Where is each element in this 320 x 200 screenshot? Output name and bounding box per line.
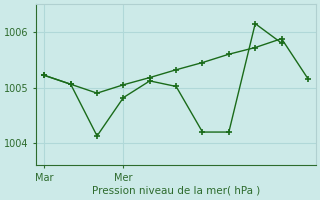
X-axis label: Pression niveau de la mer( hPa ): Pression niveau de la mer( hPa ) xyxy=(92,186,260,196)
